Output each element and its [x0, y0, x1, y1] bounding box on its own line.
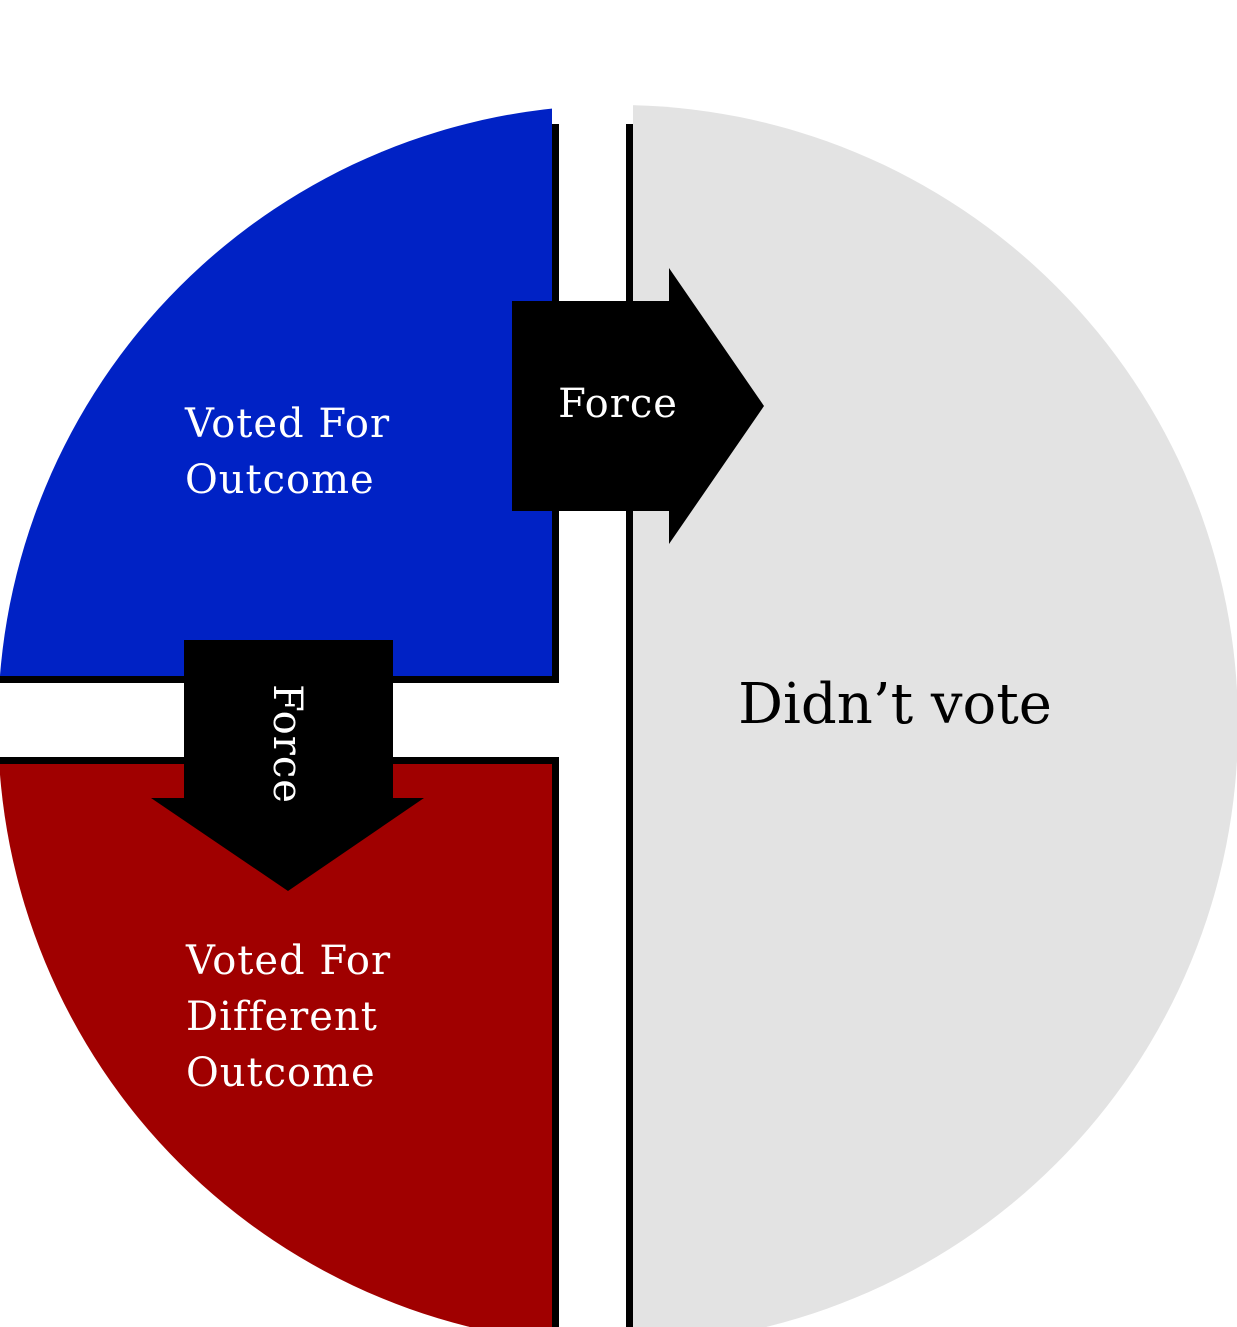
right-force-label: Force [558, 381, 678, 427]
region-voted-for-outcome [0, 105, 552, 676]
voted-for-outcome-label: Voted For Outcome [184, 401, 404, 503]
red-right-border [552, 757, 559, 1327]
voted-against-line-3: Outcome [186, 1050, 376, 1096]
voted-for-different-outcome-label: Voted For Different Outcome [185, 938, 405, 1096]
voted-for-line-2: Outcome [185, 457, 375, 503]
voted-against-line-1: Voted For [185, 938, 391, 984]
voted-against-line-2: Different [186, 994, 378, 1040]
didnt-vote-label: Didn’t vote [738, 672, 1052, 737]
voted-for-line-1: Voted For [184, 401, 390, 447]
gray-left-border [626, 124, 633, 1327]
down-force-label: Force [264, 684, 310, 804]
down-force-arrow [151, 640, 424, 891]
right-force-arrow [512, 268, 764, 544]
